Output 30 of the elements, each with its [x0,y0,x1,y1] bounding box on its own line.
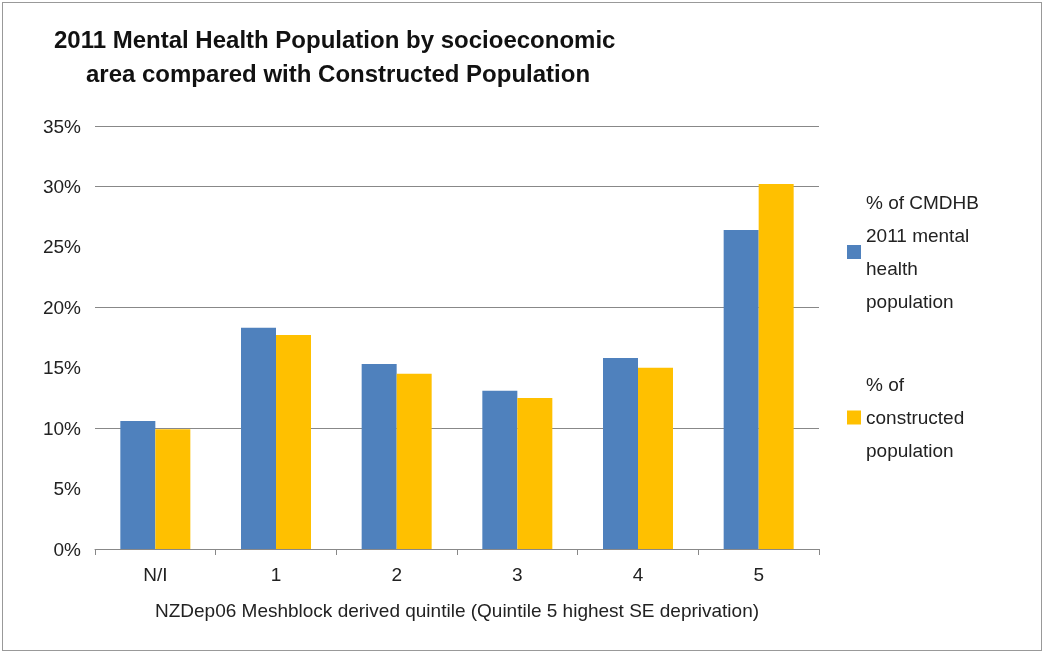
y-tick-label: 25% [42,236,82,258]
y-tick-label: 20% [42,296,82,318]
bar [396,373,432,549]
bar [155,429,191,549]
bar [638,367,673,549]
x-tick-label: 4 [632,564,644,585]
y-tick-label: 10% [42,417,82,439]
bar [603,358,638,549]
bar [723,229,759,549]
bar [758,184,794,549]
y-tick-label: 35% [42,115,82,137]
bar [120,420,156,549]
x-axis-title: NZDep06 Meshblock derived quintile (Quintile 5 highest SE deprivation) [154,600,760,621]
bar [276,335,311,549]
legend-label: % of constructed population [866,374,970,461]
legend-label: % of CMDHB 2011 mental health population [866,192,985,312]
x-tick-label: 5 [753,564,764,585]
bar [482,390,518,549]
x-tick-label: 3 [512,564,523,585]
bar [517,397,553,549]
x-tick-label: 1 [270,564,282,585]
bar [361,364,397,549]
y-tick-label: 5% [53,478,82,500]
bar [241,327,276,549]
x-tick-label: N/I [143,564,168,585]
y-tick-label: 15% [42,357,82,379]
x-tick-label: 2 [391,564,402,585]
chart-title: 2011 Mental Health Population by socioeconomic area compared with Constructed Population [53,25,623,87]
y-tick-label: 0% [53,538,82,560]
y-tick-label: 30% [42,175,82,197]
